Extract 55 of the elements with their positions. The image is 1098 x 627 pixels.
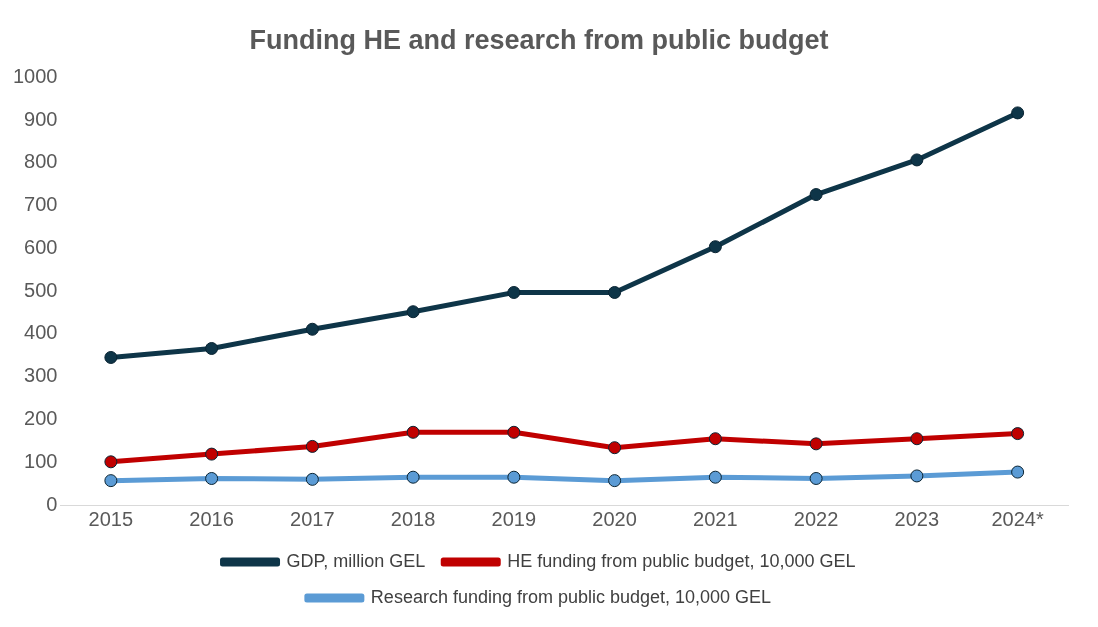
legend-label: HE funding from public budget, 10,000 GEL	[507, 550, 856, 571]
y-tick-label: 1000	[12, 64, 58, 87]
point	[1011, 106, 1025, 120]
point	[305, 439, 319, 453]
y-tick-label: 800	[24, 150, 58, 173]
point	[104, 455, 118, 469]
y-tick-label: 0	[46, 492, 58, 515]
point	[608, 285, 622, 299]
point	[507, 285, 521, 299]
point	[507, 425, 521, 439]
point	[406, 425, 420, 439]
point	[910, 432, 924, 446]
y-tick-label: 100	[24, 449, 58, 472]
y-tick-label: 900	[24, 107, 58, 130]
point	[608, 441, 622, 455]
point	[910, 153, 924, 167]
legend-label: Research funding from public budget, 10,000 GEL	[370, 586, 772, 607]
point	[708, 432, 722, 446]
point	[809, 471, 823, 485]
point	[406, 305, 420, 319]
point	[809, 437, 823, 451]
point	[507, 470, 521, 484]
point	[910, 469, 924, 483]
point	[205, 447, 219, 461]
y-tick-label: 600	[24, 235, 58, 258]
x-tick-label: 2024*	[991, 507, 1044, 530]
point	[104, 350, 118, 364]
x-tick-label: 2016	[189, 507, 234, 530]
x-tick-label: 2019	[491, 507, 537, 530]
chart-title: Funding HE and research from public budget	[249, 24, 829, 55]
y-tick-label: 400	[24, 321, 58, 344]
point	[305, 322, 319, 336]
y-tick-label: 700	[24, 193, 58, 216]
point	[608, 474, 622, 488]
y-tick-label: 300	[24, 364, 58, 387]
point	[406, 470, 420, 484]
x-tick-label: 2021	[693, 507, 738, 530]
x-tick-label: 2018	[390, 507, 436, 530]
x-tick-label: 2023	[894, 507, 940, 530]
point	[305, 472, 319, 486]
legend-label: GDP, million GEL	[286, 550, 426, 571]
x-tick-label: 2022	[793, 507, 839, 530]
y-tick-label: 500	[24, 278, 58, 301]
point	[708, 470, 722, 484]
y-tick-label: 200	[24, 407, 58, 429]
x-tick-label: 2017	[290, 507, 335, 530]
x-tick-label: 2015	[88, 507, 134, 530]
point	[104, 474, 118, 488]
point	[809, 188, 823, 202]
point	[1011, 427, 1025, 441]
x-tick-label: 2020	[592, 507, 637, 530]
point	[708, 240, 722, 254]
point	[1011, 465, 1025, 479]
point	[205, 471, 219, 485]
point	[205, 342, 219, 355]
